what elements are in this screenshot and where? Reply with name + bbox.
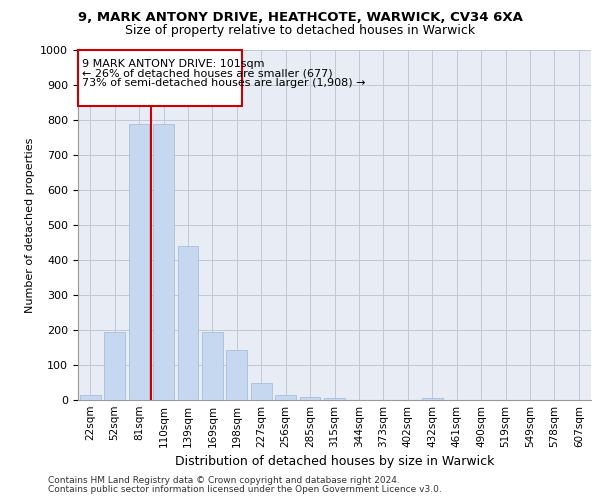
Text: ← 26% of detached houses are smaller (677): ← 26% of detached houses are smaller (67… <box>82 68 332 78</box>
Text: 73% of semi-detached houses are larger (1,908) →: 73% of semi-detached houses are larger (… <box>82 78 365 88</box>
Bar <box>104 332 125 400</box>
Bar <box>202 332 223 400</box>
Text: Size of property relative to detached houses in Warwick: Size of property relative to detached ho… <box>125 24 475 37</box>
Text: Contains public sector information licensed under the Open Government Licence v3: Contains public sector information licen… <box>48 485 442 494</box>
Bar <box>251 383 272 400</box>
FancyBboxPatch shape <box>78 50 242 106</box>
Bar <box>153 124 174 400</box>
Text: 9 MARK ANTONY DRIVE: 101sqm: 9 MARK ANTONY DRIVE: 101sqm <box>82 58 264 68</box>
Text: Contains HM Land Registry data © Crown copyright and database right 2024.: Contains HM Land Registry data © Crown c… <box>48 476 400 485</box>
Bar <box>80 395 101 400</box>
Bar <box>422 398 443 400</box>
Bar <box>226 350 247 400</box>
Bar <box>299 396 320 400</box>
X-axis label: Distribution of detached houses by size in Warwick: Distribution of detached houses by size … <box>175 456 494 468</box>
Text: 9, MARK ANTONY DRIVE, HEATHCOTE, WARWICK, CV34 6XA: 9, MARK ANTONY DRIVE, HEATHCOTE, WARWICK… <box>77 11 523 24</box>
Y-axis label: Number of detached properties: Number of detached properties <box>25 138 35 312</box>
Bar <box>275 395 296 400</box>
Bar <box>128 124 149 400</box>
Bar <box>324 398 345 400</box>
Bar <box>178 246 199 400</box>
